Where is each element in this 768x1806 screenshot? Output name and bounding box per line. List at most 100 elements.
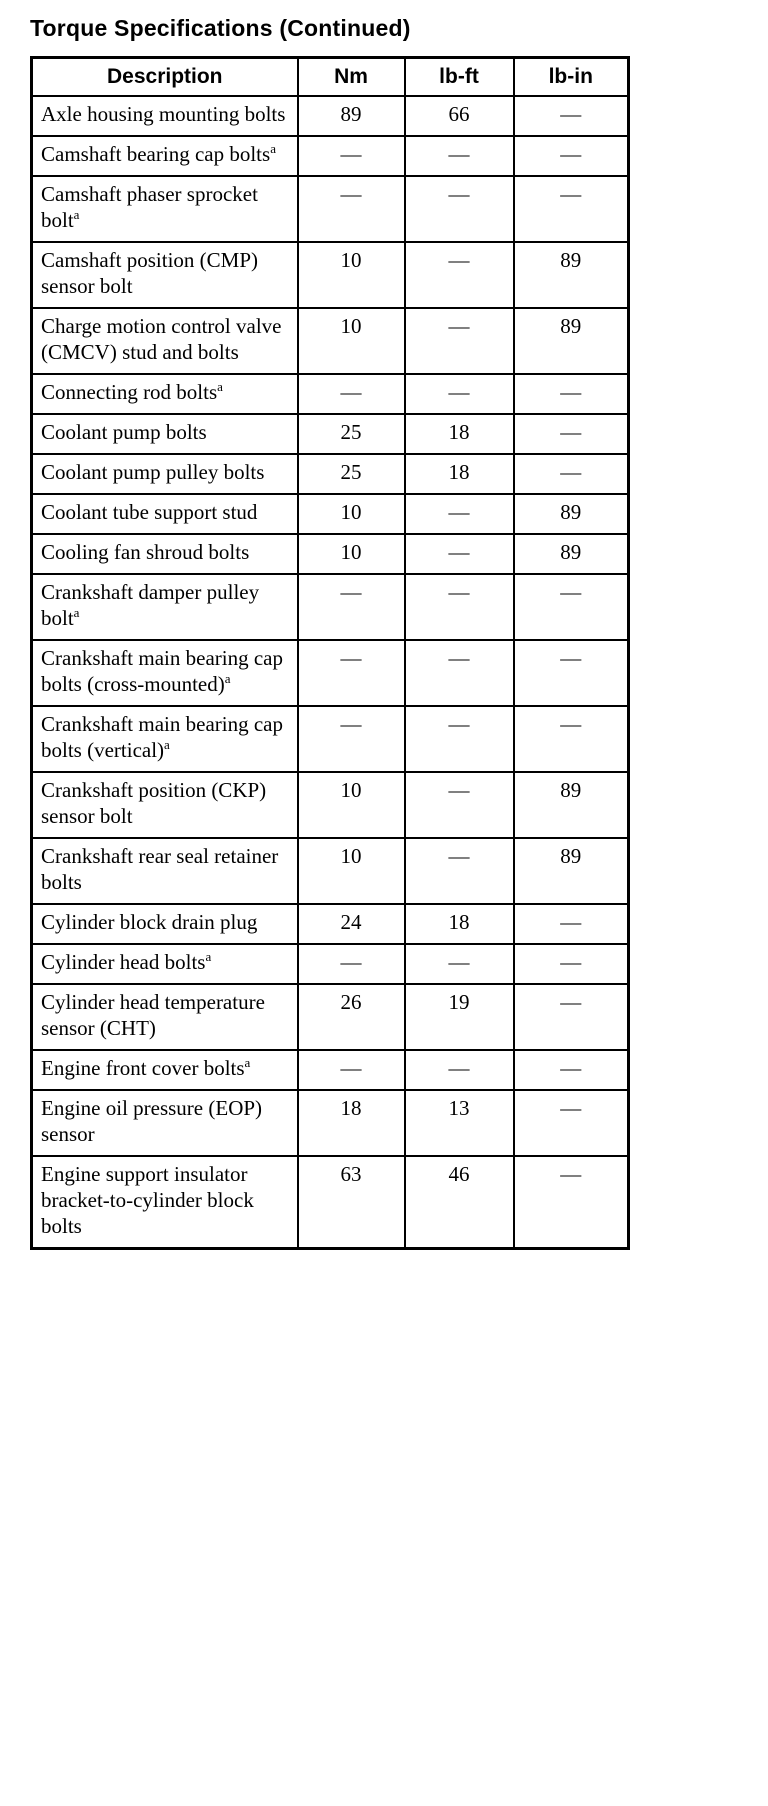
lb-ft-cell: — (403, 705, 515, 773)
lb-ft-cell: — (403, 639, 515, 707)
table-row: Crankshaft rear seal retainer bolts 10—89 (30, 837, 630, 905)
nm-cell: 25 (296, 413, 406, 455)
description-cell: Cooling fan shroud bolts (30, 533, 299, 575)
lb-in-cell: 89 (512, 533, 630, 575)
lb-ft-cell: 46 (403, 1155, 515, 1250)
lb-ft-cell: — (403, 943, 515, 985)
table-row: Engine support insulator bracket-to-cyli… (30, 1155, 630, 1250)
description-cell: Axle housing mounting bolts (30, 95, 299, 137)
nm-cell: 10 (296, 837, 406, 905)
lb-ft-cell: 66 (403, 95, 515, 137)
description-cell: Cylinder head temperature sensor (CHT) (30, 983, 299, 1051)
nm-cell: 26 (296, 983, 406, 1051)
nm-cell: — (296, 1049, 406, 1091)
column-header-description: Description (30, 56, 299, 97)
page-title: Torque Specifications (Continued) (30, 15, 411, 41)
footnote-marker: a (205, 949, 212, 964)
table-body: Axle housing mounting bolts 89 66— Camshaft… (30, 95, 630, 1250)
description-cell: Cylinder head boltsa (30, 943, 299, 985)
nm-cell: — (296, 573, 406, 641)
footnote-marker: a (217, 379, 223, 394)
description-cell: Charge motion control valve (CMCV) stud … (30, 307, 299, 375)
description-cell: Engine support insulator bracket-to-cyli… (30, 1155, 299, 1250)
lb-ft-cell: 19 (403, 983, 515, 1051)
footnote-marker: a (224, 671, 231, 686)
lb-in-cell: — (512, 573, 630, 641)
lb-in-cell: 89 (512, 241, 630, 309)
description-cell: Connecting rod boltsa (30, 373, 299, 415)
lb-in-cell: 89 (512, 837, 630, 905)
nm-cell: — (296, 639, 406, 707)
description-cell: Camshaft phaser sprocket bolta (30, 175, 299, 243)
lb-ft-cell: — (403, 1049, 515, 1091)
lb-in-cell: 89 (512, 307, 630, 375)
lb-in-cell: — (512, 95, 630, 137)
table-row: Cylinder head boltsa — — — (30, 943, 630, 985)
description-cell: Crankshaft damper pulley bolta (30, 573, 299, 641)
lb-ft-cell: — (403, 533, 515, 575)
column-header-nm: Nm (296, 56, 406, 97)
lb-in-cell: — (512, 373, 630, 415)
torque-spec-table: Description Nm lb-ft lb-in Axle housing … (30, 56, 630, 1250)
footnote-marker: a (164, 737, 170, 752)
footnote-marker: a (73, 207, 80, 222)
table-row: Connecting rod boltsa — — — (30, 373, 630, 415)
table-row: Axle housing mounting bolts 89 66— (30, 95, 630, 137)
nm-cell: 10 (296, 493, 406, 535)
footnote-marker: a (270, 141, 276, 156)
nm-cell: — (296, 373, 406, 415)
lb-in-cell: — (512, 639, 630, 707)
nm-cell: — (296, 135, 406, 177)
description-cell: Camshaft bearing cap boltsa (30, 135, 299, 177)
table-row: Cylinder head temperature sensor (CHT) 26… (30, 983, 630, 1051)
description-cell: Coolant tube support stud (30, 493, 299, 535)
table-row: Crankshaft main bearing cap bolts (verti… (30, 705, 630, 773)
column-header-lb-ft: lb-ft (403, 56, 515, 97)
lb-ft-cell: — (403, 493, 515, 535)
nm-cell: 10 (296, 307, 406, 375)
table-row: Crankshaft main bearing cap bolts (cross… (30, 639, 630, 707)
table-row: Engine front cover boltsa — — — (30, 1049, 630, 1091)
lb-in-cell: — (512, 903, 630, 945)
table-row: Cooling fan shroud bolts 10—89 (30, 533, 630, 575)
lb-ft-cell: — (403, 373, 515, 415)
lb-in-cell: 89 (512, 493, 630, 535)
lb-ft-cell: — (403, 307, 515, 375)
table-row: Crankshaft damper pulley bolta — — — (30, 573, 630, 641)
description-cell: Crankshaft rear seal retainer bolts (30, 837, 299, 905)
table-row: Charge motion control valve (CMCV) stud … (30, 307, 630, 375)
description-cell: Coolant pump pulley bolts (30, 453, 299, 495)
lb-ft-cell: — (403, 175, 515, 243)
nm-cell: 10 (296, 241, 406, 309)
lb-in-cell: — (512, 1049, 630, 1091)
description-cell: Cylinder block drain plug (30, 903, 299, 945)
lb-in-cell: — (512, 1155, 630, 1250)
description-cell: Engine front cover boltsa (30, 1049, 299, 1091)
lb-ft-cell: — (403, 241, 515, 309)
nm-cell: — (296, 175, 406, 243)
table-header-row: Description Nm lb-ft lb-in (30, 56, 630, 97)
description-cell: Crankshaft main bearing cap bolts (verti… (30, 705, 299, 773)
nm-cell: 25 (296, 453, 406, 495)
table-row: Camshaft position (CMP) sensor bolt 10—89 (30, 241, 630, 309)
table-row: Camshaft phaser sprocket bolta — — — (30, 175, 630, 243)
nm-cell: 10 (296, 533, 406, 575)
lb-ft-cell: — (403, 573, 515, 641)
description-cell: Crankshaft main bearing cap bolts (cross… (30, 639, 299, 707)
nm-cell: 89 (296, 95, 406, 137)
nm-cell: — (296, 705, 406, 773)
table-row: Coolant pump pulley bolts 25 18— (30, 453, 630, 495)
table-row: Coolant pump bolts 25 18— (30, 413, 630, 455)
footnote-marker: a (244, 1055, 251, 1070)
description-cell: Engine oil pressure (EOP) sensor (30, 1089, 299, 1157)
lb-ft-cell: 18 (403, 903, 515, 945)
lb-ft-cell: — (403, 771, 515, 839)
table-header: Description Nm lb-ft lb-in (30, 56, 630, 97)
nm-cell: 63 (296, 1155, 406, 1250)
lb-in-cell: — (512, 453, 630, 495)
description-cell: Crankshaft position (CKP) sensor bolt (30, 771, 299, 839)
description-cell: Camshaft position (CMP) sensor bolt (30, 241, 299, 309)
lb-in-cell: — (512, 943, 630, 985)
lb-ft-cell: 18 (403, 453, 515, 495)
lb-ft-cell: — (403, 837, 515, 905)
